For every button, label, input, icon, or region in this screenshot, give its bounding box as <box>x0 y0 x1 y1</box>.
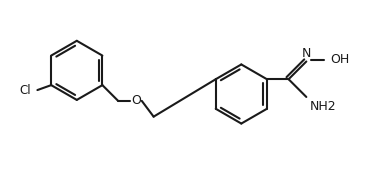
Text: Cl: Cl <box>20 83 31 97</box>
Text: N: N <box>301 46 311 60</box>
Text: O: O <box>131 94 141 107</box>
Text: NH2: NH2 <box>309 100 336 113</box>
Text: OH: OH <box>330 53 349 66</box>
